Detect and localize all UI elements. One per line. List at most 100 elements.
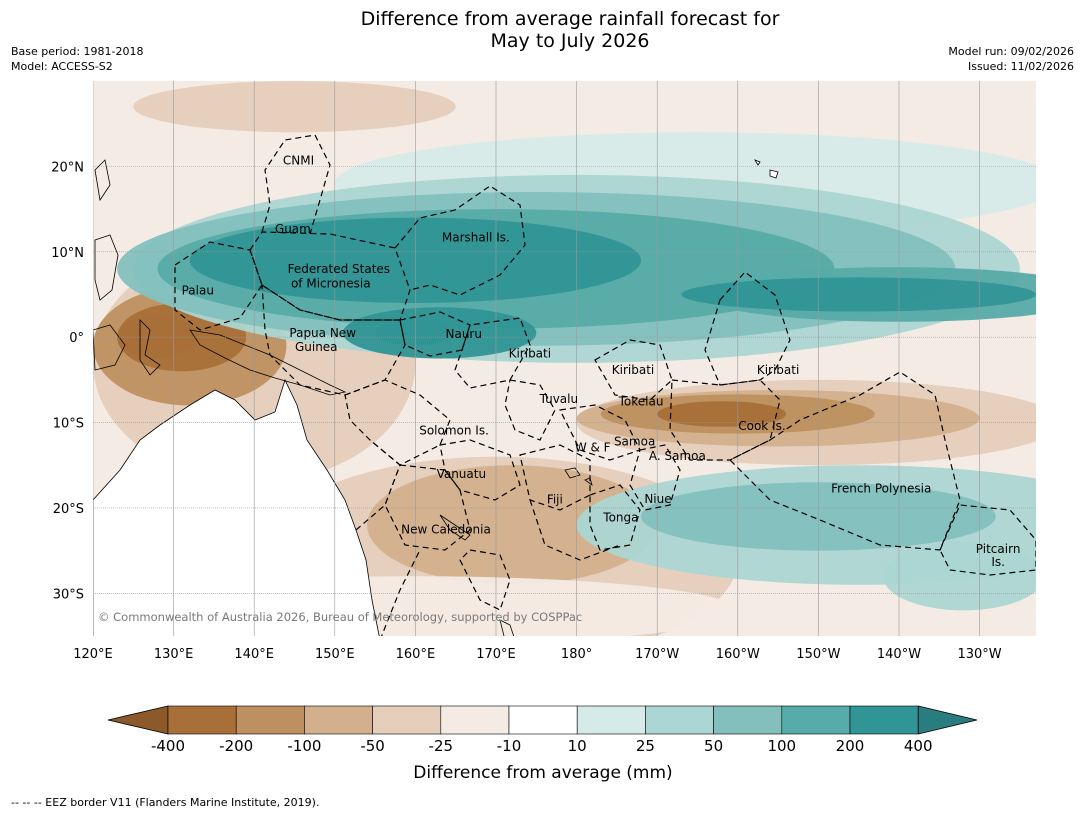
colorbar-tick-label: 400	[904, 737, 933, 755]
eez-borders	[174, 134, 1036, 636]
colorbar-swatch	[781, 705, 851, 735]
eez-guam-cnmi	[261, 134, 331, 235]
axis-tick-labels: 120°E 130°E 140°E 150°E 160°E 170°E 180° 170°W 1…	[51, 160, 1002, 662]
colorbar: -400 -200 -100 -50 -25 -10 10 25 50 100 200 400 Dif…	[107, 705, 978, 783]
colorbar-tick-label: -100	[287, 737, 321, 755]
y-tick-label: 10°N	[51, 246, 84, 261]
place-label: Vanuatu	[437, 467, 487, 481]
grid-lines	[93, 81, 1036, 636]
x-tick-label: 160°W	[716, 647, 760, 662]
y-tick-label: 0°	[69, 331, 84, 346]
eez-marshall	[394, 185, 526, 296]
colorbar-tick-label: -25	[429, 737, 454, 755]
y-tick-label: 20°N	[51, 160, 84, 175]
title-line-2: May to July 2026	[490, 30, 650, 52]
colorbar-swatch	[508, 705, 578, 735]
anomaly-region-19	[681, 277, 1036, 312]
land-hawaii	[754, 159, 779, 179]
copyright-notice: © Commonwealth of Australia 2026, Bureau…	[98, 610, 582, 624]
place-label: Kiribati	[509, 347, 551, 361]
y-tick-label: 30°S	[53, 587, 84, 602]
place-label: CNMI	[283, 154, 314, 168]
place-label: French Polynesia	[831, 482, 931, 496]
colorbar-swatch	[167, 705, 237, 735]
land-fiji	[564, 467, 593, 486]
land-new-caledonia	[439, 514, 471, 541]
colorbar-tick-label: 200	[836, 737, 865, 755]
eez-fsm	[249, 231, 411, 321]
place-label: Niue	[644, 492, 671, 506]
place-label: Marshall Is.	[442, 231, 510, 245]
colorbar-tick-label: 25	[636, 737, 655, 755]
x-tick-label: 170°W	[635, 647, 679, 662]
x-tick-label: 130°E	[154, 647, 194, 662]
eez-french-polynesia	[728, 371, 961, 551]
place-label: Federated States	[288, 262, 390, 276]
place-label: Tuvalu	[539, 392, 579, 406]
eez-tuvalu	[504, 379, 556, 441]
x-tick-label: 130°W	[957, 647, 1001, 662]
anomaly-region-12	[133, 81, 456, 133]
place-label: Is.	[991, 555, 1005, 569]
x-tick-label: 150°W	[796, 647, 840, 662]
colorbar-swatch	[849, 705, 919, 735]
title-line-1: Difference from average rainfall forecas…	[360, 8, 780, 30]
colorbar-swatch	[713, 705, 783, 735]
place-label: Nauru	[446, 327, 482, 341]
colorbar-extend-high	[917, 705, 978, 735]
x-tick-label: 180°	[561, 647, 592, 662]
eez-kiribati-line	[704, 271, 791, 386]
eez-new-caledonia	[384, 464, 471, 551]
colorbar-tick-label: 50	[704, 737, 723, 755]
place-label: Guam	[275, 222, 311, 236]
place-label: Guinea	[295, 340, 338, 354]
colorbar-title: Difference from average (mm)	[413, 763, 672, 783]
colorbar-swatch	[576, 705, 646, 735]
eez-australia-east	[355, 439, 421, 636]
eez-kermadec	[459, 499, 621, 611]
eez-footnote: -- -- -- EEZ border V11 (Flanders Marine…	[11, 796, 320, 809]
colorbar-swatch	[440, 705, 510, 735]
colorbar-tick-label: -200	[219, 737, 253, 755]
meta-left: Base period: 1981-2018 Model: ACCESS-S2	[11, 44, 143, 74]
model-run: Model run: 09/02/2026	[948, 45, 1074, 58]
x-tick-label: 140°E	[234, 647, 274, 662]
colorbar-swatch	[645, 705, 714, 735]
x-tick-label: 170°E	[476, 647, 516, 662]
place-label: Pitcairn	[976, 542, 1021, 556]
anomaly-region-6	[367, 465, 658, 585]
issued-date: Issued: 11/02/2026	[967, 60, 1074, 73]
eez-tonga	[589, 484, 641, 551]
place-label: Solomon Is.	[419, 423, 489, 437]
place-label: A. Samoa	[649, 449, 706, 463]
base-period: Base period: 1981-2018	[11, 45, 144, 58]
colorbar-tick-label: 10	[568, 737, 587, 755]
colorbar-tick-label: -50	[360, 737, 385, 755]
anomaly-region-11	[657, 401, 787, 427]
meta-right: Model run: 09/02/2026 Issued: 11/02/2026	[948, 44, 1074, 74]
colorbar-swatches	[107, 705, 978, 735]
x-tick-label: 140°W	[877, 647, 921, 662]
colorbar-extend-low	[107, 705, 169, 735]
colorbar-swatch	[372, 705, 442, 735]
eez-vanuatu	[439, 439, 521, 501]
y-tick-label: 10°S	[53, 417, 84, 432]
place-label: New Caledonia	[401, 523, 491, 537]
colorbar-tick-label: -400	[151, 737, 185, 755]
eez-nauru	[399, 311, 471, 357]
land-new-zealand	[499, 619, 515, 636]
colorbar-tick-label: 100	[767, 737, 796, 755]
model-name: Model: ACCESS-S2	[11, 60, 113, 73]
eez-tokelau	[594, 339, 673, 401]
colorbar-swatch	[304, 705, 373, 735]
y-tick-label: 20°S	[53, 502, 84, 517]
map-area: © Commonwealth of Australia 2026, Bureau…	[93, 81, 1036, 636]
eez-kiribati-west	[454, 317, 531, 389]
land-maritime-continent	[93, 159, 161, 376]
place-label: Cook Is.	[738, 419, 785, 433]
x-tick-label: 150°E	[315, 647, 355, 662]
place-label: Tokelau	[618, 394, 664, 408]
eez-niue-amsamoa	[629, 444, 681, 511]
